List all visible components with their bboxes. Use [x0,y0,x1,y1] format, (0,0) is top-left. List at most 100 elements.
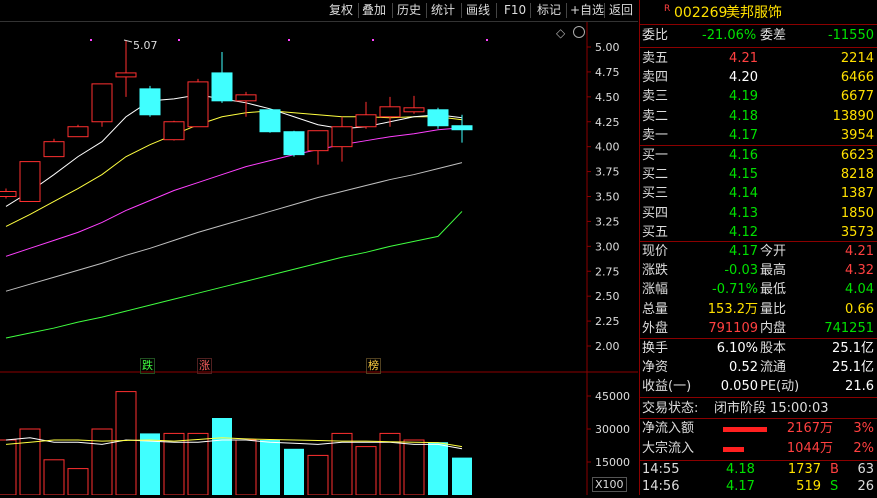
tick-price: 4.17 [726,479,755,494]
toolbar-separator [604,3,605,18]
weibi-label: 委比 [642,28,669,43]
toolbar-draw-line-button[interactable]: 画线 [466,3,491,17]
weicha-label: 委差 [760,28,787,43]
event-marker-ranking[interactable]: 榜 [366,358,381,374]
top-dot-marker [90,39,92,41]
fund-flow-label: 净流入额 [642,421,695,436]
toolbar-statistics-button[interactable]: 统计 [431,3,456,17]
ask-volume: 6466 [840,70,874,86]
top-dot-marker [288,39,290,41]
candle-body [331,126,353,148]
stat-label: 现价 [642,244,669,259]
bid-row[interactable]: 买五 4.12 3573 [640,223,877,243]
fundamental-label-2: 股本 [760,341,787,356]
quote-panel: R 002269 美邦服饰 委比 -21.06% 委差 -11550 卖五 4.… [639,0,877,495]
fund-flow-bar [723,447,744,452]
volume-bar [115,391,137,496]
ask-row[interactable]: 卖五 4.21 2214 [640,49,877,69]
top-dot-marker [486,39,488,41]
candle-body [427,109,449,127]
bid-row[interactable]: 买四 4.13 1850 [640,204,877,224]
volume-bar [43,459,65,496]
divider [640,24,877,25]
toolbar-history-button[interactable]: 历史 [397,3,422,17]
stat-value-2: 4.21 [845,244,874,259]
price-tick-label: 2.00 [595,340,620,353]
price-tick-label: 4.50 [595,91,620,104]
ask-label: 卖二 [642,108,669,124]
bid-price: 4.12 [729,224,758,240]
toolbar-back-button[interactable]: 返回 [609,3,634,17]
fundamental-label: 净资 [642,360,669,376]
ask-row[interactable]: 卖三 4.19 6677 [640,87,877,107]
ask-row[interactable]: 卖一 4.17 3954 [640,126,877,146]
volume-bar [428,442,448,495]
candle-body [451,125,473,131]
ask-volume: 13890 [832,108,874,124]
volume-bar [355,446,377,496]
ask-row[interactable]: 卖二 4.18 13890 [640,107,877,127]
bid-label: 买二 [642,167,669,183]
trade-status-value: 闭市阶段 15:00:03 [714,401,829,416]
chart-settings-icon[interactable]: ◇ [556,26,566,40]
event-marker-fall[interactable]: 跌 [140,358,155,374]
tick-row: 14:56 4.17 519 S 26 [640,478,877,495]
candle-body [211,72,233,102]
bid-volume: 8218 [840,167,874,183]
stat-label-2: 今开 [760,244,787,259]
kline-svg[interactable]: 5.00 4.75 4.50 4.25 4.00 3.75 3.50 3.25 3.00 2.75… [0,22,638,496]
volume-bar [452,457,472,495]
toolbar-add-watchlist-button[interactable]: +自选 [570,3,605,17]
event-marker-rise[interactable]: 涨 [197,358,212,374]
volume-ma10-line [5,437,463,448]
stat-row: 涨跌 -0.03 最高 4.32 [640,261,877,281]
toolbar-f10-button[interactable]: F10 [504,3,527,17]
ask-price: 4.21 [729,51,758,66]
weibi-row: 委比 -21.06% 委差 -11550 [640,26,877,46]
chart-close-icon[interactable] [573,26,585,38]
bid-price: 4.13 [729,205,758,221]
trade-status-row: 交易状态: 闭市阶段 15:00:03 [640,399,877,419]
divider [640,397,877,398]
volume-bar [235,439,257,496]
bid-row[interactable]: 买三 4.14 1387 [640,184,877,204]
ask-price: 4.20 [729,70,758,86]
kline-chart[interactable]: 5.00 4.75 4.50 4.25 4.00 3.75 3.50 3.25 3.00 2.75… [0,22,638,496]
stat-value-2: 4.04 [845,282,874,298]
bid-volume: 3573 [840,224,874,240]
divider [640,241,877,242]
ask-row[interactable]: 卖四 4.20 6466 [640,68,877,88]
fundamental-label-2: 流通 [760,360,787,376]
ask-label: 卖三 [642,89,669,105]
divider [640,47,877,48]
tick-volume: 1737 [787,462,821,477]
candle-body [403,107,425,113]
tick-side: B [830,462,839,477]
ma10-line [5,110,463,227]
bid-price: 4.16 [729,148,758,163]
candle-body [91,83,113,123]
stat-value: 153.2万 [707,301,758,317]
toolbar-separator [566,3,567,18]
fundamental-row: 净资 0.52 流通 25.1亿 [640,358,877,378]
volume-unit-label: X100 [592,477,627,492]
toolbar-restore-rights-button[interactable]: 复权 [329,3,354,17]
volume-bar [67,468,89,496]
bid-volume: 6623 [840,148,874,163]
bid-label: 买四 [642,205,669,221]
toolbar-separator [530,3,531,18]
toolbar-mark-button[interactable]: 标记 [537,3,562,17]
stat-label-2: 内盘 [760,320,787,336]
high-price-pointer [123,39,133,43]
fund-flow-percent: 2% [853,441,874,456]
bid-row[interactable]: 买二 4.15 8218 [640,165,877,185]
tick-price: 4.18 [726,462,755,477]
stat-row: 涨幅 -0.71% 最低 4.04 [640,280,877,300]
ask-volume: 3954 [840,127,874,143]
bid-row[interactable]: 买一 4.16 6623 [640,146,877,166]
volume-bar [212,418,232,495]
toolbar-separator [392,3,393,18]
fund-flow-percent: 3% [853,421,874,436]
bid-price: 4.15 [729,167,758,183]
toolbar-overlay-button[interactable]: 叠加 [362,3,387,17]
